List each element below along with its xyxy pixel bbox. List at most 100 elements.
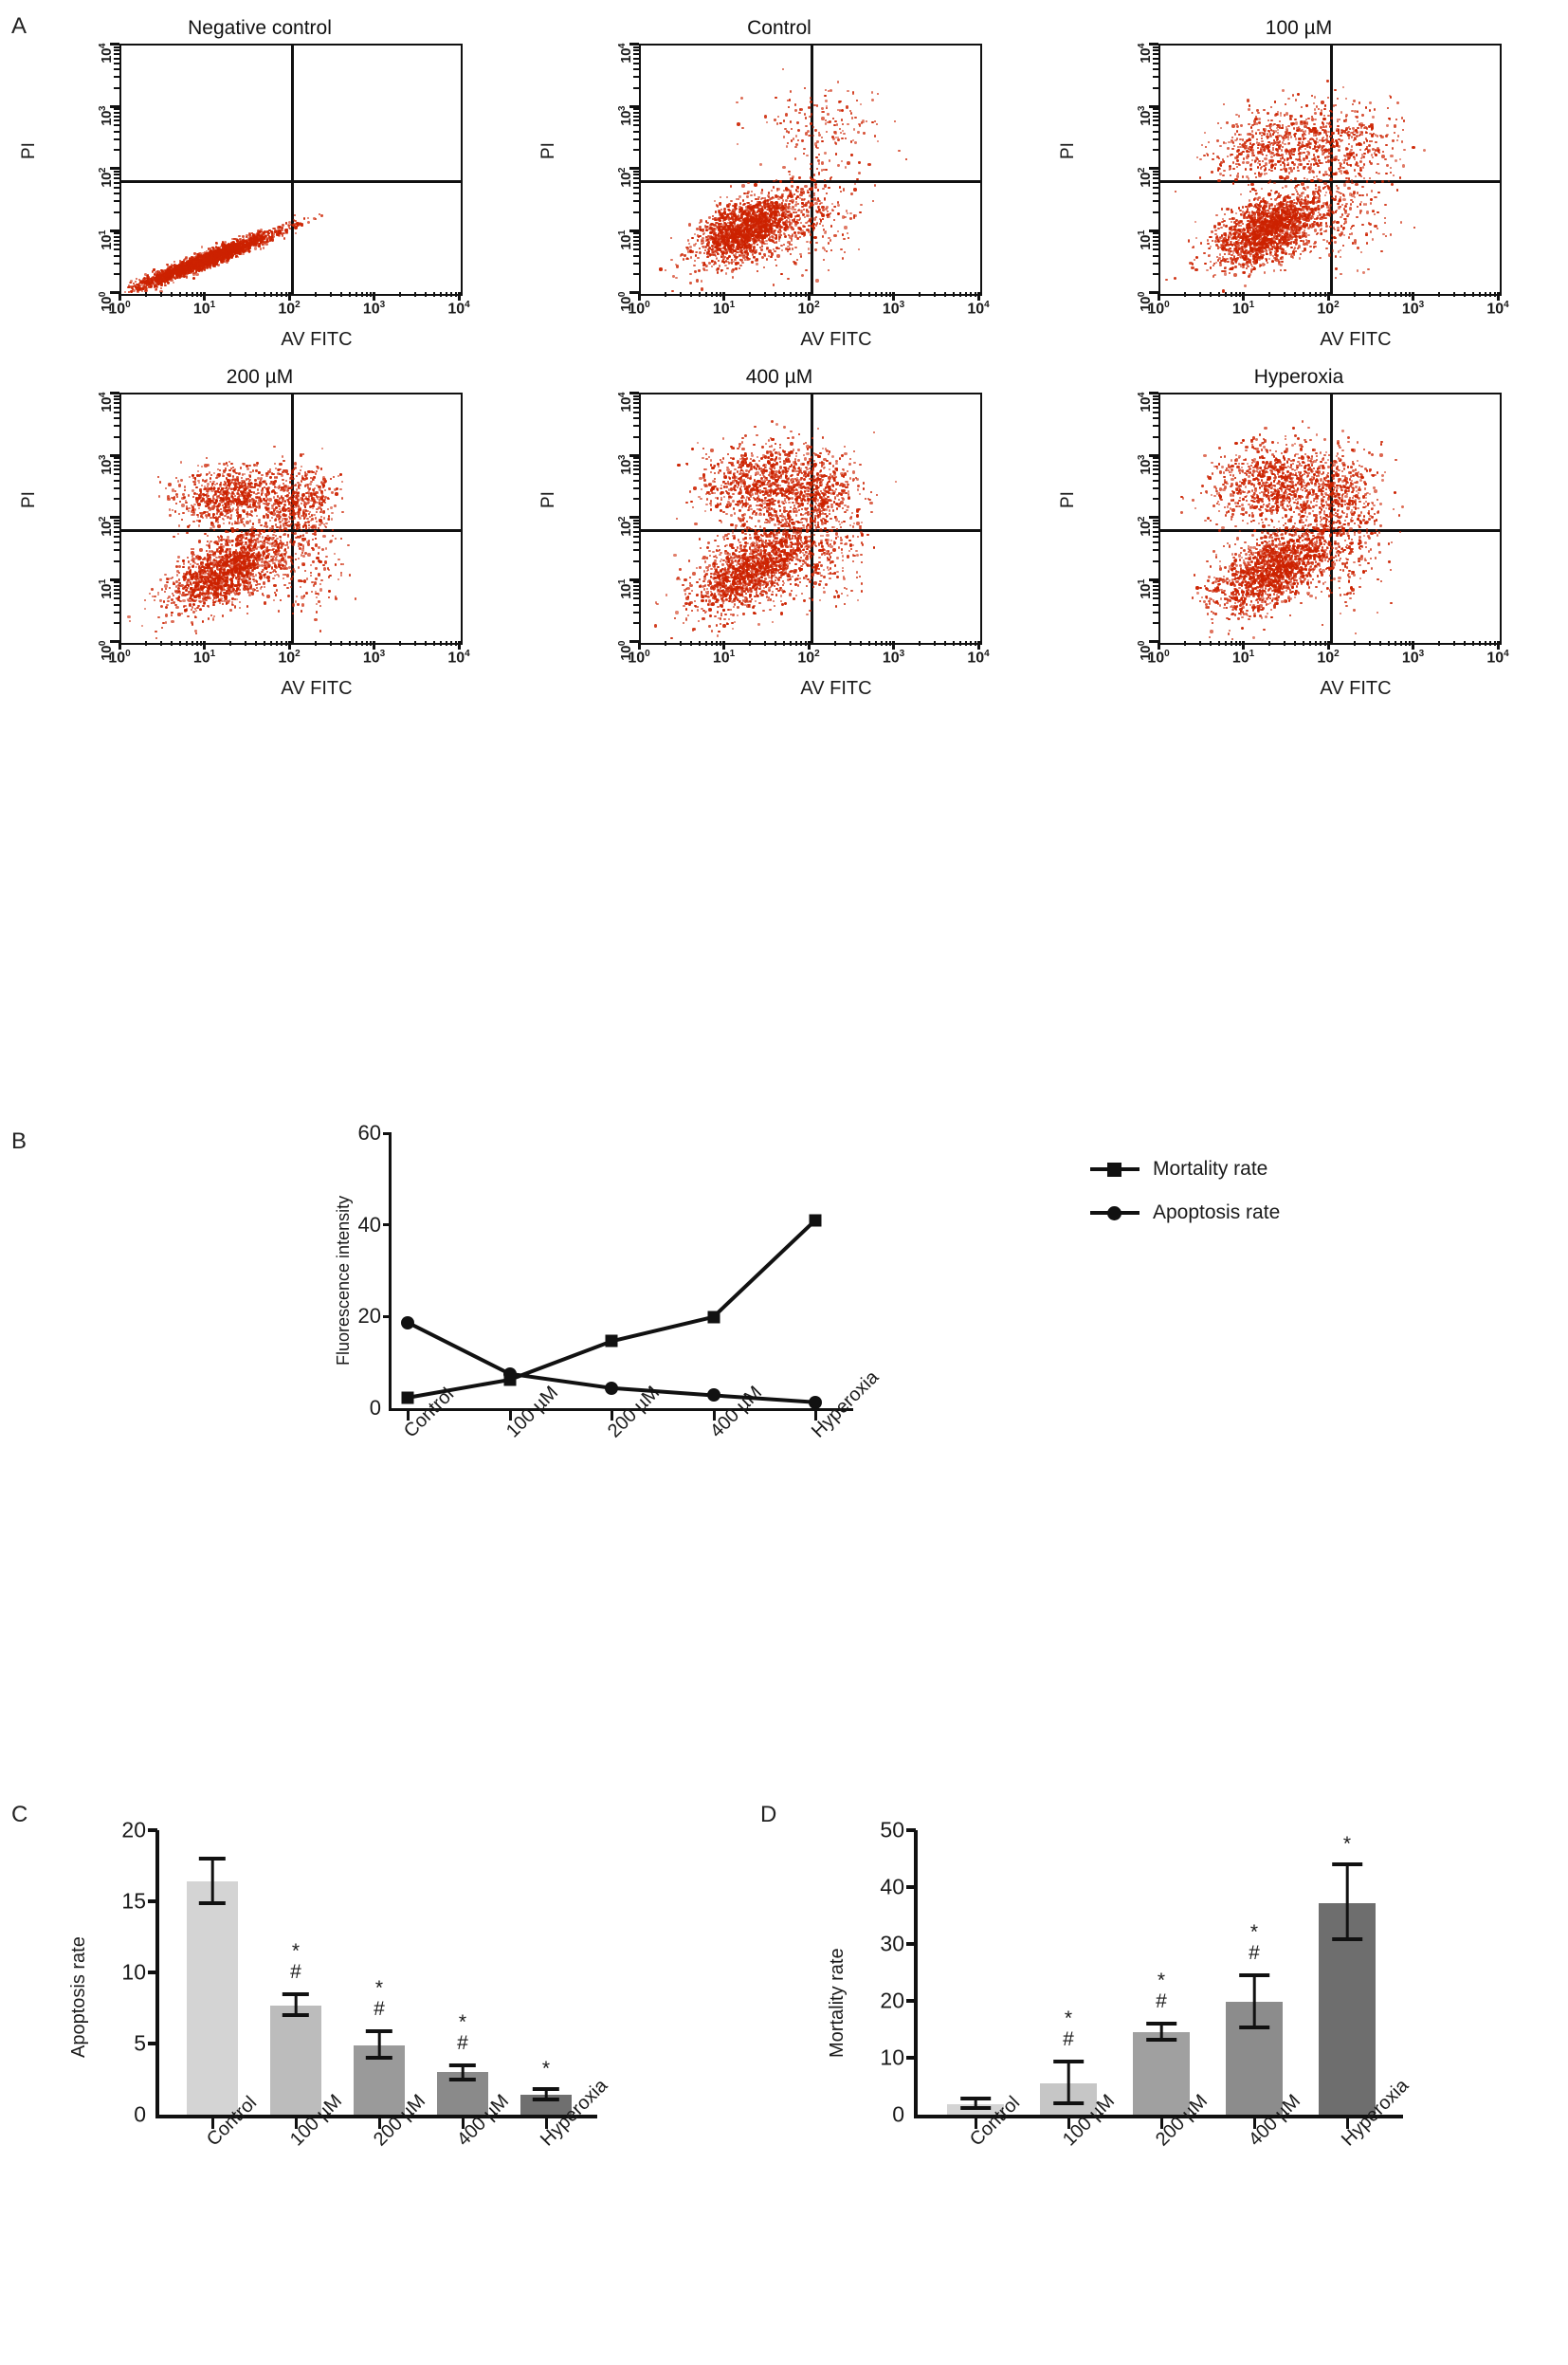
flow-y-tick-minor bbox=[633, 604, 639, 606]
flow-x-tick-minor bbox=[186, 292, 188, 297]
flow-x-tick-major bbox=[119, 641, 121, 650]
flow-x-tick-minor bbox=[1231, 292, 1232, 297]
flow-x-tick-minor bbox=[944, 641, 946, 646]
flow-x-tick-minor bbox=[1210, 641, 1212, 646]
flow-y-tick-minor bbox=[114, 526, 119, 528]
flow-x-tick-minor bbox=[1231, 641, 1232, 646]
flow-y-tick-minor bbox=[633, 149, 639, 151]
line-series-layer bbox=[351, 1133, 844, 1412]
flow-y-tick-minor bbox=[633, 192, 639, 194]
flow-y-tick-minor bbox=[1153, 593, 1158, 595]
flow-plot-box bbox=[119, 393, 463, 645]
flow-x-tick-minor bbox=[340, 292, 342, 297]
flow-x-axis-label: AV FITC bbox=[1166, 678, 1545, 700]
flow-y-tick-minor bbox=[114, 49, 119, 51]
flow-x-tick-minor bbox=[1485, 292, 1486, 297]
flow-x-tick-minor bbox=[953, 641, 955, 646]
flow-y-tick-minor bbox=[114, 457, 119, 459]
flow-y-tick-minor bbox=[1153, 124, 1158, 126]
flow-y-tick-minor bbox=[1153, 58, 1158, 60]
bar-control bbox=[187, 1881, 239, 2115]
legend-key-square bbox=[1090, 1163, 1140, 1176]
error-bar bbox=[378, 2031, 381, 2059]
flow-dot-cloud bbox=[641, 46, 980, 294]
flow-y-tick-minor bbox=[1153, 585, 1158, 587]
flow-x-tick-major bbox=[373, 641, 375, 650]
flow-y-tick-label: 101 bbox=[98, 579, 115, 599]
flow-y-tick-minor bbox=[633, 522, 639, 524]
flow-y-tick-minor bbox=[114, 116, 119, 118]
flow-x-tick-minor bbox=[868, 292, 870, 297]
flow-x-tick-minor bbox=[179, 292, 181, 297]
flow-y-tick-label: 101 bbox=[617, 579, 634, 599]
flow-y-tick-minor bbox=[114, 520, 119, 522]
flow-y-tick-minor bbox=[114, 108, 119, 110]
flow-x-tick-label: 103 bbox=[363, 300, 385, 318]
flow-y-tick-minor bbox=[114, 76, 119, 78]
flow-x-tick-minor bbox=[1395, 292, 1396, 297]
flow-y-tick-minor bbox=[114, 46, 119, 48]
panel-letter-d: D bbox=[760, 1802, 776, 1828]
significance-marker: * # bbox=[1249, 1922, 1260, 1964]
flow-y-tick-minor bbox=[1153, 461, 1158, 463]
flow-x-tick-minor bbox=[1235, 292, 1237, 297]
flow-x-tick-label: 104 bbox=[447, 300, 469, 318]
flow-x-tick-major bbox=[1158, 292, 1160, 301]
flow-y-tick-major bbox=[1149, 229, 1158, 232]
flow-y-tick-minor bbox=[633, 622, 639, 624]
flow-x-tick-minor bbox=[970, 641, 972, 646]
significance-marker: * bbox=[1343, 1834, 1351, 1855]
error-cap-lower bbox=[1332, 1937, 1362, 1941]
flow-y-tick-minor bbox=[1153, 131, 1158, 133]
flow-y-tick-minor bbox=[633, 468, 639, 470]
flow-x-tick-minor bbox=[944, 292, 946, 297]
flow-y-tick-minor bbox=[114, 468, 119, 470]
flow-y-tick-minor bbox=[114, 589, 119, 591]
flow-y-tick-minor bbox=[114, 244, 119, 246]
flow-plot-2: Control PI AV FITC 100 101 102 103 104 100 101 102… bbox=[533, 17, 1026, 349]
flow-y-tick-label: 103 bbox=[98, 106, 115, 126]
flow-x-tick-minor bbox=[245, 292, 246, 297]
line-chart-plot-area: Fluorescence intensity 0 20 40 60 Control 100 … bbox=[351, 1133, 844, 1427]
flow-x-tick-minor bbox=[264, 641, 265, 646]
flow-x-tick-minor bbox=[1309, 292, 1311, 297]
flow-y-tick-minor bbox=[114, 53, 119, 55]
flow-y-tick-minor bbox=[1153, 112, 1158, 114]
flow-y-tick-label: 102 bbox=[1137, 517, 1154, 537]
flow-x-tick-minor bbox=[1199, 292, 1201, 297]
flow-y-tick-major bbox=[110, 516, 119, 519]
flow-x-tick-minor bbox=[145, 292, 147, 297]
flow-y-tick-minor bbox=[633, 255, 639, 257]
flow-y-tick-major bbox=[110, 105, 119, 108]
flow-x-tick-minor bbox=[690, 641, 692, 646]
error-cap-lower bbox=[283, 2013, 309, 2017]
flow-y-tick-minor bbox=[1153, 589, 1158, 591]
flow-x-tick-minor bbox=[281, 641, 283, 646]
flow-y-tick-minor bbox=[633, 473, 639, 475]
flow-y-tick-minor bbox=[114, 436, 119, 438]
flow-x-tick-minor bbox=[800, 641, 802, 646]
flow-x-tick-minor bbox=[1294, 641, 1296, 646]
flow-y-tick-minor bbox=[1153, 526, 1158, 528]
flow-y-tick-minor bbox=[1153, 604, 1158, 606]
flow-x-tick-minor bbox=[934, 641, 936, 646]
y-axis-label: Apoptosis rate bbox=[68, 1936, 90, 2058]
flow-x-tick-minor bbox=[361, 641, 363, 646]
flow-plot-box bbox=[639, 393, 982, 645]
y-tick-label: 5 bbox=[97, 2031, 146, 2057]
flow-y-tick-minor bbox=[633, 244, 639, 246]
flow-x-axis-label: AV FITC bbox=[1166, 329, 1545, 351]
flow-y-tick-minor bbox=[1153, 465, 1158, 467]
flow-y-tick-minor bbox=[114, 240, 119, 242]
flow-x-tick-minor bbox=[783, 641, 785, 646]
flow-x-tick-minor bbox=[315, 641, 317, 646]
flow-x-tick-label: 104 bbox=[967, 649, 989, 667]
flow-y-tick-minor bbox=[1153, 612, 1158, 614]
error-cap-lower bbox=[960, 2106, 991, 2110]
flow-x-tick-major bbox=[892, 292, 895, 301]
flow-x-tick-minor bbox=[1472, 641, 1474, 646]
flow-y-tick-minor bbox=[114, 480, 119, 482]
flow-y-tick-minor bbox=[633, 498, 639, 500]
flow-dot-cloud bbox=[1160, 46, 1500, 294]
flow-y-tick-minor bbox=[114, 581, 119, 583]
